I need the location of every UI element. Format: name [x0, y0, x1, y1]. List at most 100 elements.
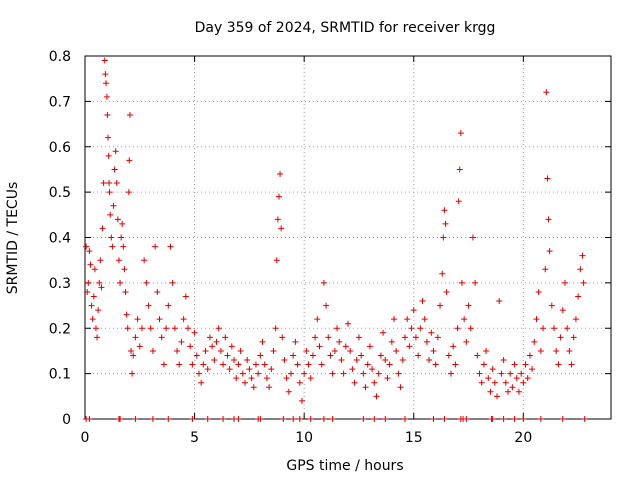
data-point — [92, 325, 99, 332]
data-point — [185, 325, 192, 332]
data-point — [419, 298, 426, 305]
data-point — [110, 202, 117, 209]
data-point — [113, 180, 120, 187]
data-point — [259, 338, 266, 345]
y-tick-label: 0 — [62, 412, 71, 428]
data-point — [382, 357, 389, 364]
data-point — [213, 338, 220, 345]
data-point — [108, 234, 115, 241]
data-point — [154, 288, 161, 295]
data-point — [518, 370, 525, 377]
data-point-baseline — [430, 416, 437, 422]
data-point — [347, 347, 354, 354]
data-point — [109, 243, 116, 250]
data-point — [540, 325, 547, 332]
data-point — [515, 388, 522, 395]
data-point — [274, 216, 281, 223]
x-tick-label: 5 — [190, 430, 199, 446]
data-point — [526, 352, 533, 359]
data-point — [224, 352, 231, 359]
data-point — [412, 334, 419, 341]
data-point — [278, 225, 285, 232]
data-point — [423, 338, 430, 345]
y-tick-label: 0.8 — [49, 49, 71, 65]
data-point — [288, 370, 295, 377]
data-point — [220, 361, 227, 368]
data-point — [430, 347, 437, 354]
data-point-baseline — [463, 416, 470, 422]
data-point — [491, 379, 498, 386]
data-point — [215, 325, 222, 332]
data-point-baseline — [559, 416, 566, 422]
data-point — [114, 216, 121, 223]
data-point-baseline — [296, 416, 303, 422]
data-point — [126, 111, 133, 118]
data-point-baseline — [149, 416, 156, 422]
data-point — [437, 302, 444, 309]
data-point — [180, 316, 187, 323]
data-point — [206, 334, 213, 341]
data-point-baseline — [500, 416, 507, 422]
data-point — [314, 316, 321, 323]
data-point — [544, 175, 551, 182]
data-point — [160, 361, 167, 368]
data-point — [89, 316, 96, 323]
data-point — [448, 370, 455, 377]
data-point — [231, 357, 238, 364]
data-point — [191, 329, 198, 336]
data-point — [268, 366, 275, 373]
data-point — [442, 220, 449, 227]
data-point-baseline — [204, 416, 211, 422]
data-point — [349, 366, 356, 373]
data-point — [564, 325, 571, 332]
data-point — [543, 89, 550, 96]
data-point — [305, 361, 312, 368]
y-tick-label: 0.2 — [49, 321, 71, 337]
data-point — [263, 375, 270, 382]
data-point — [351, 379, 358, 386]
data-point-baseline — [441, 416, 448, 422]
data-point — [331, 347, 338, 354]
data-point — [204, 366, 211, 373]
data-point — [118, 234, 125, 241]
data-point — [393, 347, 400, 354]
data-point — [85, 279, 92, 286]
data-point — [353, 357, 360, 364]
data-point — [494, 393, 501, 400]
data-point — [123, 311, 130, 318]
y-tick-label: 0.3 — [49, 276, 71, 292]
data-point — [522, 361, 529, 368]
data-point — [138, 325, 145, 332]
x-tick-label: 0 — [81, 430, 90, 446]
data-point — [149, 347, 156, 354]
data-point — [440, 234, 447, 241]
x-axis-label: GPS time / hours — [286, 458, 403, 474]
data-point — [189, 361, 196, 368]
data-point — [121, 266, 128, 273]
data-point — [410, 307, 417, 314]
data-point — [432, 361, 439, 368]
data-point — [456, 166, 463, 173]
data-point — [520, 379, 527, 386]
data-point — [391, 316, 398, 323]
data-point — [156, 316, 163, 323]
data-point — [246, 366, 253, 373]
data-point — [545, 216, 552, 223]
y-tick-labels: 0 0.1 0.2 0.3 0.4 0.5 0.6 0.7 0.8 — [49, 49, 71, 428]
data-point — [498, 370, 505, 377]
data-point — [257, 352, 264, 359]
data-point — [101, 57, 108, 64]
data-point — [546, 248, 553, 255]
data-point — [290, 352, 297, 359]
y-tick-label: 0.1 — [49, 367, 71, 383]
y-axis-label: SRMTID / TECUs — [5, 182, 21, 295]
data-point — [474, 352, 481, 359]
data-point-baseline — [280, 416, 287, 422]
data-point — [244, 357, 251, 364]
data-point — [163, 325, 170, 332]
data-point — [134, 316, 141, 323]
data-point — [111, 166, 118, 173]
data-point — [100, 180, 107, 187]
data-point — [472, 279, 479, 286]
data-point-baseline — [290, 416, 297, 422]
